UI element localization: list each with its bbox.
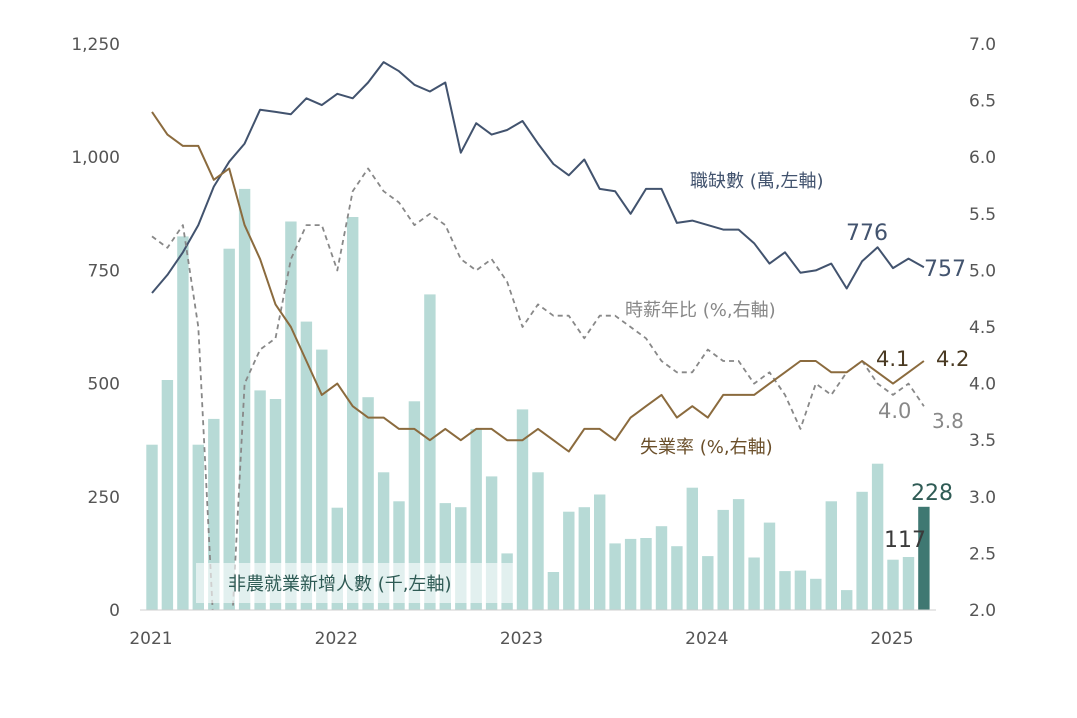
x-tick-label: 2021 [129, 629, 172, 649]
bar-34 [671, 546, 683, 610]
bar-26 [547, 572, 560, 610]
nonfarm-label-bg [196, 563, 516, 603]
bar-21 [470, 428, 482, 610]
bar-17 [408, 401, 421, 610]
bar-50 [918, 506, 930, 610]
bar-20 [455, 507, 467, 610]
left-tick-label: 0 [109, 601, 120, 621]
bar-40 [763, 522, 776, 610]
bar-35 [686, 487, 698, 610]
right-tick-label: 5.0 [969, 261, 996, 281]
bar-12 [331, 507, 343, 610]
x-tick-label: 2025 [870, 629, 913, 649]
bar-36 [702, 556, 714, 610]
bar-27 [563, 511, 575, 610]
bar-38 [732, 499, 745, 610]
bar-43 [810, 578, 822, 610]
bar-1 [161, 380, 174, 610]
series-label-vacancies: 職缺數 (萬,左軸) [690, 171, 824, 192]
bar-28 [578, 507, 590, 610]
series-label-unemployment: 失業率 (%,右軸) [640, 437, 773, 458]
bar-13 [347, 217, 359, 610]
bar-33 [655, 526, 668, 610]
bar-10 [300, 321, 313, 610]
annot-wage-last: 3.8 [932, 409, 964, 433]
left-tick-label: 1,000 [71, 148, 120, 168]
right-tick-label: 7.0 [969, 35, 996, 55]
bar-11 [316, 349, 328, 610]
bar-2 [177, 236, 189, 610]
x-axis: 2021 2022 2023 2024 2025 [129, 629, 913, 649]
bar-45 [841, 590, 853, 610]
x-tick-label: 2022 [315, 629, 358, 649]
right-tick-label: 6.5 [969, 92, 996, 112]
bar-4 [208, 418, 220, 610]
bar-16 [393, 501, 405, 610]
left-tick-label: 750 [88, 261, 120, 281]
bar-47 [871, 463, 884, 610]
left-tick-label: 250 [88, 488, 120, 508]
bar-25 [532, 472, 544, 610]
annot-vacancies-last: 757 [924, 257, 966, 282]
bar-29 [594, 494, 606, 610]
x-tick-label: 2023 [500, 629, 543, 649]
bar-18 [424, 294, 436, 610]
right-tick-label: 3.5 [969, 431, 996, 451]
bar-44 [825, 501, 837, 610]
bar-series-nonfarm-payrolls [146, 188, 930, 610]
annot-nonfarm-prev: 117 [884, 528, 926, 553]
x-tick-label: 2024 [685, 629, 728, 649]
right-tick-label: 2.0 [969, 601, 996, 621]
bar-42 [794, 570, 807, 610]
right-tick-label: 6.0 [969, 148, 996, 168]
bar-24 [516, 409, 529, 610]
bar-8 [269, 399, 282, 610]
left-tick-label: 1,250 [71, 35, 120, 55]
bar-19 [439, 503, 451, 610]
bar-48 [887, 559, 899, 610]
bar-6 [238, 188, 251, 610]
right-tick-label: 2.5 [969, 544, 996, 564]
series-label-wage: 時薪年比 (%,右軸) [625, 300, 776, 321]
bar-32 [640, 538, 652, 610]
line-3 [151, 111, 925, 453]
bar-31 [624, 538, 637, 610]
bar-14 [362, 397, 374, 610]
line-2 [151, 167, 925, 610]
line-1 [151, 61, 925, 294]
bar-39 [748, 557, 760, 610]
left-tick-label: 500 [88, 375, 120, 395]
bar-22 [485, 476, 498, 610]
annot-wage-prev: 4.0 [878, 399, 911, 423]
bar-9 [285, 221, 297, 610]
bar-3 [192, 444, 204, 610]
annot-unemp-prev: 4.1 [876, 347, 909, 371]
bar-49 [902, 557, 915, 610]
right-tick-label: 3.0 [969, 488, 996, 508]
bar-30 [609, 543, 621, 610]
bar-46 [856, 491, 868, 610]
right-axis: 2.0 2.5 3.0 3.5 4.0 4.5 5.0 5.5 6.0 6.5 7.0 [969, 35, 996, 621]
right-tick-label: 4.5 [969, 318, 996, 338]
line-series-group [151, 61, 925, 610]
bar-7 [254, 390, 266, 610]
series-label-nonfarm: 非農就業新增人數 (千,左軸) [228, 574, 452, 595]
annot-unemp-last: 4.2 [936, 347, 969, 371]
bar-5 [223, 248, 235, 610]
bar-41 [779, 571, 791, 610]
bar-37 [717, 509, 729, 610]
annot-nonfarm-last: 228 [911, 481, 953, 506]
right-tick-label: 5.5 [969, 205, 996, 225]
right-tick-label: 4.0 [969, 375, 996, 395]
left-axis: 0 250 500 750 1,000 1,250 [71, 35, 120, 621]
annot-vacancies-prev: 776 [846, 221, 888, 246]
bar-0 [146, 444, 158, 610]
bar-15 [377, 472, 390, 610]
